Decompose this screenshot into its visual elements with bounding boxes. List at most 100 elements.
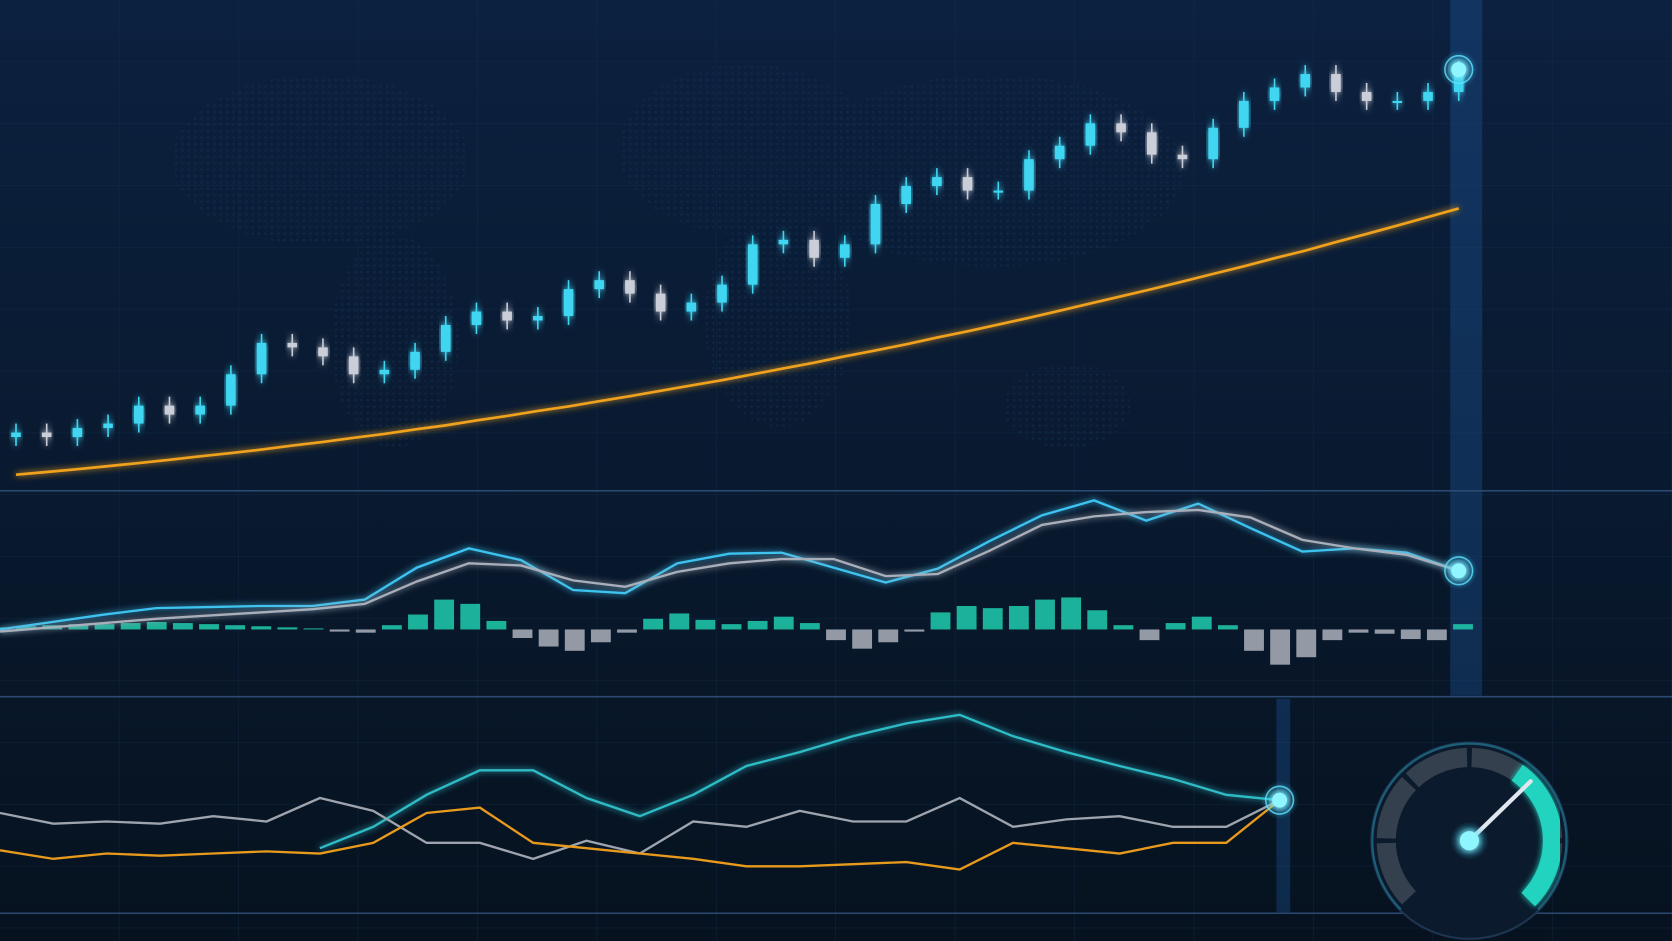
candle: [195, 396, 205, 424]
candle-body: [133, 405, 144, 424]
candle-body: [318, 347, 328, 357]
candle-body: [1085, 123, 1096, 146]
candle-body: [717, 284, 727, 303]
candle: [379, 360, 390, 384]
candle: [533, 307, 543, 330]
series-line: [319, 713, 1280, 850]
histogram-bar: [1113, 625, 1134, 630]
candle: [1361, 83, 1372, 110]
histogram-bar: [512, 629, 533, 639]
candle: [809, 230, 819, 267]
histogram-bar: [721, 624, 742, 630]
histogram-bar: [251, 626, 272, 630]
candle: [870, 195, 881, 254]
candle-body: [440, 324, 451, 352]
candle-body: [962, 177, 973, 191]
histogram-bar: [408, 614, 428, 630]
histogram-bar: [94, 624, 115, 630]
candle: [103, 414, 113, 437]
histogram-bar: [747, 620, 768, 630]
candle: [1024, 150, 1034, 200]
candle-body: [1392, 100, 1403, 104]
candle: [1085, 114, 1096, 155]
histogram-bar: [277, 627, 298, 630]
histogram-bar: [1322, 629, 1343, 641]
candle: [625, 271, 635, 303]
histogram-bar: [1374, 629, 1395, 634]
candle: [11, 423, 21, 446]
candle: [1054, 136, 1065, 169]
candle: [1423, 83, 1433, 110]
histogram-bar: [1217, 625, 1238, 630]
candle: [471, 302, 482, 334]
candle: [840, 235, 850, 267]
indicator-line: [0, 508, 1460, 633]
histogram-bar: [904, 629, 925, 632]
candle-body: [1116, 123, 1126, 133]
histogram-bar: [486, 620, 507, 630]
candle-body: [932, 177, 942, 187]
candle: [563, 280, 574, 325]
histogram-bar: [1035, 599, 1055, 630]
histogram-bar: [538, 629, 559, 647]
histogram-bar: [355, 629, 376, 633]
histogram-bar: [852, 629, 873, 649]
histogram-bar: [1348, 629, 1369, 633]
candle-body: [226, 374, 236, 406]
series-line: [0, 799, 1281, 871]
histogram-bar: [1139, 629, 1160, 641]
histogram-bar: [643, 618, 664, 630]
histogram-bar: [225, 625, 246, 630]
histogram-bar: [1244, 629, 1264, 651]
histogram-bar: [956, 605, 977, 630]
histogram-bar: [669, 613, 690, 630]
candle-body: [625, 280, 635, 294]
candle-body: [809, 239, 819, 258]
histogram-bar: [617, 629, 637, 633]
end-marker-ring: [1444, 556, 1474, 586]
histogram-bar: [1061, 597, 1082, 630]
histogram-bar: [590, 629, 611, 643]
histogram-bar: [1270, 629, 1291, 665]
candle-body: [1024, 159, 1034, 191]
candle: [717, 275, 727, 312]
candle-body: [686, 302, 697, 312]
histogram-bar: [434, 599, 455, 630]
candle-body: [901, 186, 911, 204]
candle-body: [1054, 145, 1065, 160]
candle-body: [778, 239, 789, 245]
candle-body: [348, 356, 359, 375]
candle: [287, 333, 298, 357]
candle-body: [1269, 87, 1280, 101]
candle: [962, 168, 973, 200]
histogram-bar: [329, 629, 350, 632]
histogram-bar: [826, 629, 846, 641]
candle-body: [103, 423, 113, 429]
histogram-bar: [930, 612, 951, 630]
candle: [440, 316, 451, 361]
candle-body: [870, 203, 881, 245]
gauge-zone: [1511, 764, 1563, 907]
histogram-bar: [1296, 629, 1317, 658]
candle: [1146, 123, 1157, 164]
histogram-bar: [1426, 629, 1447, 641]
candle-body: [993, 190, 1004, 193]
histogram-bar: [146, 621, 167, 630]
candle-body: [11, 432, 21, 437]
candle-body: [1423, 91, 1433, 101]
histogram-bar: [68, 624, 89, 630]
histogram-bar: [1008, 605, 1029, 630]
candle: [256, 333, 267, 384]
histogram-bar: [982, 608, 1003, 630]
candle: [1177, 145, 1188, 169]
histogram-bar: [773, 616, 794, 630]
candle-body: [655, 293, 666, 312]
histogram-bar: [381, 625, 402, 630]
histogram-bar: [1165, 623, 1186, 630]
candle: [1300, 65, 1311, 97]
gauge-rim: [1371, 742, 1568, 911]
histogram-bar: [564, 629, 585, 651]
candle-body: [502, 311, 512, 321]
